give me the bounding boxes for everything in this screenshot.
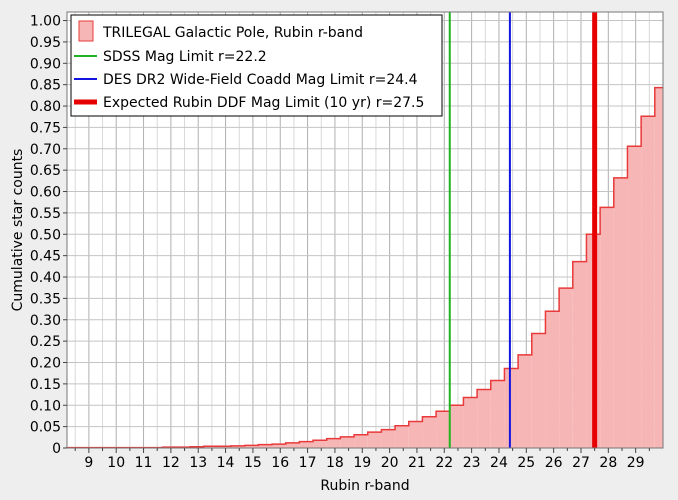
y-tick-label: 0.55 bbox=[30, 206, 61, 222]
histogram-bar bbox=[244, 445, 259, 448]
y-tick-label: 0.80 bbox=[30, 99, 61, 115]
legend-label-histogram: TRILEGAL Galactic Pole, Rubin r-band bbox=[102, 25, 363, 41]
histogram-bar bbox=[490, 380, 505, 448]
histogram-bar bbox=[272, 444, 286, 448]
histogram-bar bbox=[422, 416, 437, 448]
y-tick-label: 0.45 bbox=[30, 249, 61, 265]
histogram-bar bbox=[340, 436, 355, 448]
y-tick-label: 0.60 bbox=[30, 185, 61, 201]
limit-lines bbox=[448, 12, 598, 448]
histogram-bar bbox=[600, 207, 614, 448]
histogram-bar bbox=[258, 444, 273, 448]
y-tick-label: 0.20 bbox=[30, 356, 61, 372]
histogram-bar bbox=[449, 405, 464, 448]
x-tick-label: 12 bbox=[162, 455, 180, 471]
histogram-bar bbox=[354, 434, 368, 448]
y-tick-label: 0.05 bbox=[30, 420, 61, 436]
legend-label-des: DES DR2 Wide-Field Coadd Mag Limit r=24.… bbox=[103, 72, 418, 88]
legend-label-rubin: Expected Rubin DDF Mag Limit (10 yr) r=2… bbox=[103, 95, 424, 111]
legend-swatch-histogram bbox=[78, 20, 94, 42]
x-tick-label: 20 bbox=[381, 455, 399, 471]
x-tick-label: 24 bbox=[490, 455, 508, 471]
histogram-bar bbox=[572, 261, 587, 448]
histogram-bar bbox=[641, 116, 655, 449]
y-tick-label: 0.90 bbox=[30, 56, 61, 72]
x-tick-label: 22 bbox=[435, 455, 453, 471]
histogram-bar bbox=[313, 440, 327, 448]
y-tick-label: 0.40 bbox=[30, 270, 61, 286]
histogram-bar bbox=[217, 446, 232, 448]
y-axis-ticks: 0 0.05 0.10 0.15 0.20 0.25 0.30 0.35 0.40 0.45 0.5… bbox=[30, 14, 67, 457]
histogram-bar bbox=[463, 397, 478, 448]
y-tick-label: 0.75 bbox=[30, 120, 61, 136]
histogram-bar bbox=[627, 146, 642, 448]
x-tick-label: 14 bbox=[217, 455, 235, 471]
y-tick-label: 1.00 bbox=[30, 14, 61, 30]
x-tick-label: 17 bbox=[299, 455, 317, 471]
histogram-bar bbox=[299, 441, 314, 448]
histogram-bar bbox=[559, 288, 573, 448]
x-tick-label: 27 bbox=[572, 455, 590, 471]
histogram-bars bbox=[66, 86, 663, 449]
y-tick-label: 0.65 bbox=[30, 163, 61, 179]
x-tick-label: 23 bbox=[463, 455, 481, 471]
legend: TRILEGAL Galactic Pole, Rubin r-band SDS… bbox=[70, 14, 443, 117]
y-tick-label: 0.10 bbox=[30, 398, 61, 414]
x-tick-label: 28 bbox=[599, 455, 617, 471]
y-tick-label: 0.95 bbox=[30, 35, 61, 51]
y-tick-label: 0 bbox=[52, 441, 61, 457]
x-axis-label: Rubin r-band bbox=[320, 478, 409, 494]
y-tick-label: 0.25 bbox=[30, 334, 61, 350]
histogram-bar bbox=[285, 442, 300, 448]
legend-label-sdss: SDSS Mag Limit r=22.2 bbox=[103, 49, 267, 65]
histogram-bar bbox=[613, 177, 628, 448]
histogram-bar bbox=[231, 445, 245, 448]
y-tick-label: 0.35 bbox=[30, 291, 61, 307]
x-axis-ticks: 9 10 11 12 13 14 15 16 17 18 19 20 21 22 23 24 25 26 27 28 2… bbox=[74, 448, 650, 471]
histogram-bar bbox=[518, 354, 532, 448]
histogram-bar bbox=[436, 411, 450, 448]
x-tick-label: 13 bbox=[189, 455, 207, 471]
legend-box bbox=[70, 14, 443, 117]
x-tick-label: 11 bbox=[135, 455, 153, 471]
histogram-bar bbox=[477, 389, 491, 448]
histogram-bar bbox=[326, 438, 341, 448]
x-tick-label: 26 bbox=[545, 455, 563, 471]
y-axis-label: Cumulative star counts bbox=[10, 149, 26, 312]
x-tick-label: 15 bbox=[244, 455, 262, 471]
x-tick-label: 18 bbox=[326, 455, 344, 471]
histogram-outline bbox=[66, 86, 663, 449]
histogram-bar bbox=[545, 311, 560, 448]
histogram-bar bbox=[367, 432, 382, 448]
x-tick-label: 29 bbox=[627, 455, 645, 471]
histogram-bar bbox=[203, 446, 218, 448]
y-tick-label: 0.15 bbox=[30, 377, 61, 393]
histogram-bar bbox=[395, 425, 409, 448]
histogram-bar bbox=[408, 421, 423, 448]
y-tick-label: 0.30 bbox=[30, 313, 61, 329]
x-tick-label: 16 bbox=[271, 455, 289, 471]
x-tick-label: 21 bbox=[408, 455, 426, 471]
histogram-bar bbox=[504, 368, 519, 448]
x-tick-label: 9 bbox=[84, 455, 93, 471]
x-tick-label: 10 bbox=[107, 455, 125, 471]
histogram-bar bbox=[381, 429, 396, 448]
x-tick-label: 25 bbox=[517, 455, 535, 471]
x-tick-label: 19 bbox=[353, 455, 371, 471]
y-tick-label: 0.70 bbox=[30, 142, 61, 158]
histogram-bar bbox=[654, 87, 663, 449]
plot-frame bbox=[66, 11, 664, 449]
y-tick-label: 0.50 bbox=[30, 227, 61, 243]
y-tick-label: 0.85 bbox=[30, 78, 61, 94]
histogram-bar bbox=[531, 333, 546, 448]
